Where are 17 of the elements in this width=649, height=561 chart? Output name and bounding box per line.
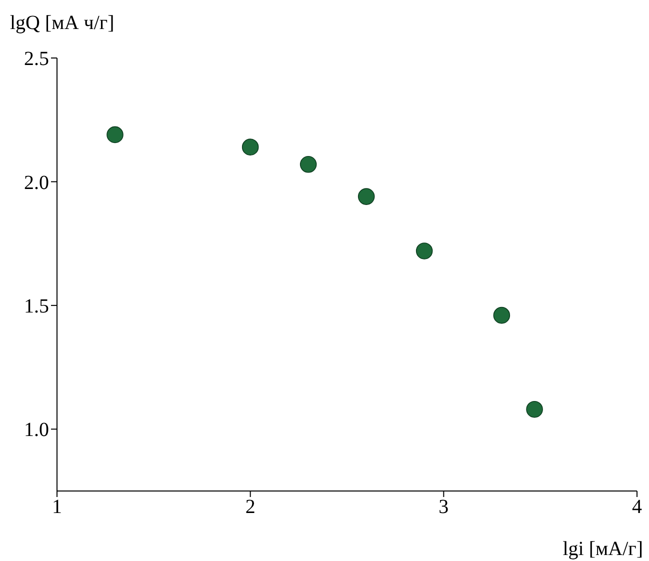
- x-tick-label: 4: [632, 496, 642, 518]
- point: [526, 400, 543, 418]
- x-tick-label: 2: [245, 496, 256, 518]
- point: [416, 242, 433, 260]
- y-tick-label: 1.0: [24, 419, 49, 442]
- x-axis-title: lgi [мА/г]: [562, 538, 643, 561]
- point: [242, 138, 259, 156]
- y-tick-label: 2.5: [24, 48, 49, 70]
- x-tick-label: 1: [52, 496, 62, 518]
- point: [358, 188, 375, 205]
- point: [106, 126, 124, 144]
- point: [300, 156, 317, 173]
- y-tick-label: 1.5: [24, 296, 49, 318]
- y-tick-label: 2.0: [24, 172, 49, 194]
- x-tick-label: 3: [438, 496, 449, 518]
- point: [493, 306, 510, 324]
- y-axis-title: lgQ [мА ч/г]: [10, 12, 114, 35]
